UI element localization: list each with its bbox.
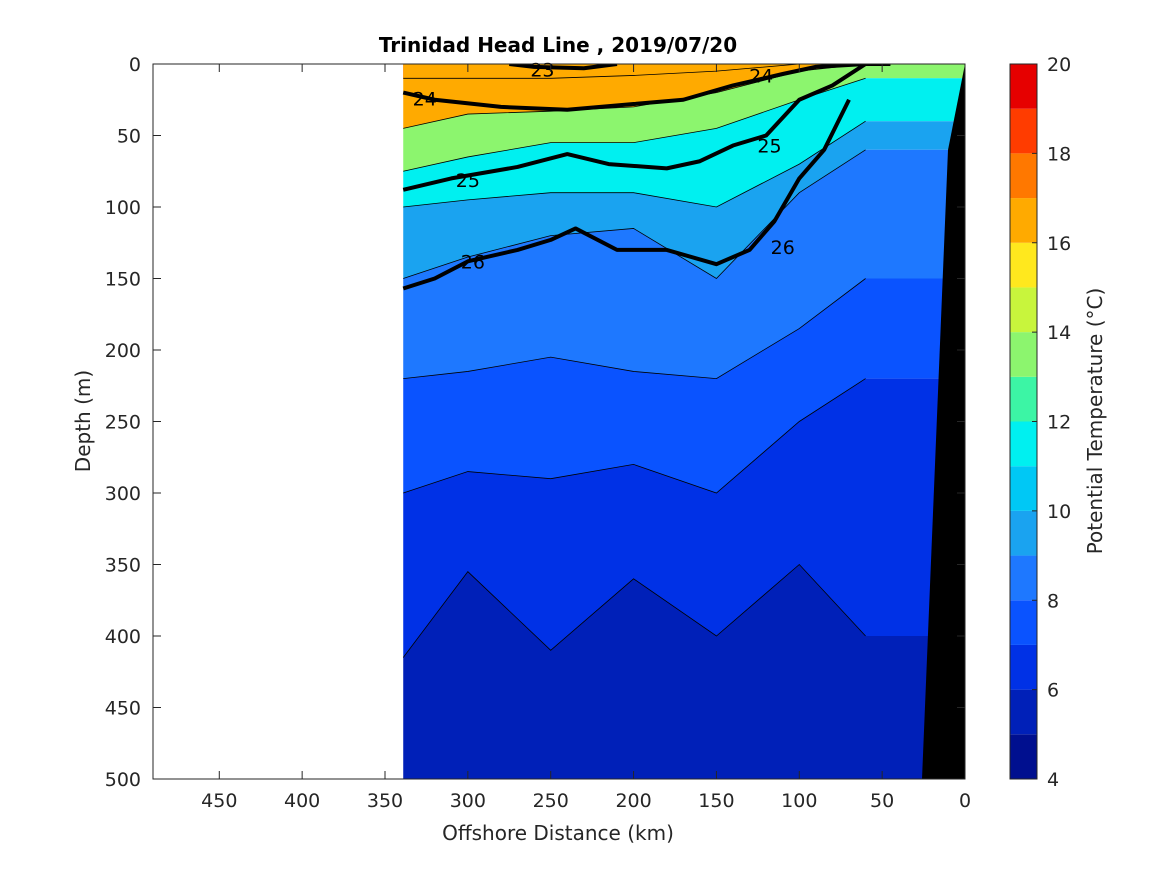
colorbar-tick-label: 16 [1047,233,1071,255]
y-tick-label: 450 [105,698,141,720]
x-tick-label: 100 [781,790,817,812]
colorbar-swatch [1010,689,1037,735]
colorbar-swatch [1010,466,1037,511]
contour-label: 24 [749,65,773,87]
temperature-band [403,564,965,779]
contour-line-24 [402,64,891,112]
thin-contour-line [403,278,866,380]
y-tick-label: 100 [105,197,141,219]
colorbar-swatch [1010,555,1037,601]
thin-contour-line [403,149,866,280]
y-tick-label: 350 [105,555,141,577]
colorbar-ticks: 4 6 8 10 12 14 16 18 20 [1032,54,1071,791]
x-axis: 450 400 350 300 250 200 150 100 50 0 [201,64,971,812]
y-tick-label: 200 [105,340,141,362]
colorbar-swatch [1010,376,1037,422]
y-axis-label: Depth (m) [71,370,95,472]
contour-labels: 23 24 24 25 25 26 26 [413,60,795,274]
colorbar-tick-label: 12 [1047,412,1071,434]
colorbar-swatch [1010,734,1037,779]
contour-label: 25 [456,170,480,192]
temperature-band [403,149,965,379]
temperature-band [403,121,965,279]
colorbar-swatches [1010,64,1037,779]
x-tick-label: 150 [698,790,734,812]
thin-contour-line [403,64,866,79]
colorbar-swatch [1010,242,1037,288]
y-tick-label: 300 [105,483,141,505]
x-tick-label: 0 [959,790,971,812]
x-tick-label: 250 [533,790,569,812]
temperature-band [403,78,965,207]
density-contours [402,64,891,291]
contour-label: 23 [530,60,554,82]
colorbar-swatch [1010,287,1037,333]
colorbar-swatch [1010,510,1037,556]
thin-contour-line [403,378,866,494]
colorbar-tick-label: 14 [1047,322,1071,344]
colorbar-tick-label: 8 [1047,590,1059,612]
x-tick-label: 200 [615,790,651,812]
plot-area: 23 24 24 25 25 26 26 450 400 350 300 250 200 150 100 5… [105,54,971,812]
thin-contour-line [402,563,866,658]
bathymetry-bottom [922,64,965,779]
temperature-band [403,64,965,129]
contour-label: 25 [757,136,781,158]
chart-title: Trinidad Head Line , 2019/07/20 [379,33,737,57]
colorbar: 4 6 8 10 12 14 16 18 20 Potential Temperature (°… [1009,54,1107,791]
colorbar-swatch [1010,421,1037,467]
thin-contour-line [403,120,866,208]
y-tick-label: 50 [117,126,141,148]
contour-line-26 [402,98,851,291]
contour-line-25 [402,64,867,192]
y-tick-label: 150 [105,269,141,291]
y-tick-label: 0 [129,54,141,76]
x-axis-label: Offshore Distance (km) [442,821,674,845]
y-axis: 0 50 100 150 200 250 300 350 400 450 500 [105,54,965,791]
x-tick-label: 300 [450,790,486,812]
colorbar-swatch [1010,198,1037,243]
colorbar-label: Potential Temperature (°C) [1083,288,1107,555]
colorbar-tick-label: 4 [1047,769,1059,791]
x-tick-label: 450 [201,790,237,812]
x-tick-label: 350 [367,790,403,812]
x-tick-label: 400 [284,790,320,812]
colorbar-tick-label: 20 [1047,54,1071,76]
y-tick-label: 500 [105,769,141,791]
colorbar-swatch [1010,108,1037,154]
y-tick-label: 400 [105,626,141,648]
contour-label: 26 [771,237,795,259]
colorbar-swatch [1010,332,1037,377]
contour-label: 26 [461,251,485,273]
colorbar-tick-label: 6 [1047,680,1059,702]
colorbar-swatch [1010,600,1037,645]
colorbar-swatch [1010,64,1037,109]
colorbar-tick-label: 10 [1047,501,1071,523]
colorbar-tick-label: 18 [1047,143,1071,165]
temperature-band [403,378,965,658]
colorbar-swatch [1010,153,1037,199]
contour-label: 24 [413,88,437,110]
colorbar-swatch [1010,644,1037,690]
contour-line-23 [509,64,618,71]
x-tick-label: 50 [870,790,894,812]
temperature-band [403,278,965,493]
y-tick-label: 250 [105,412,141,434]
